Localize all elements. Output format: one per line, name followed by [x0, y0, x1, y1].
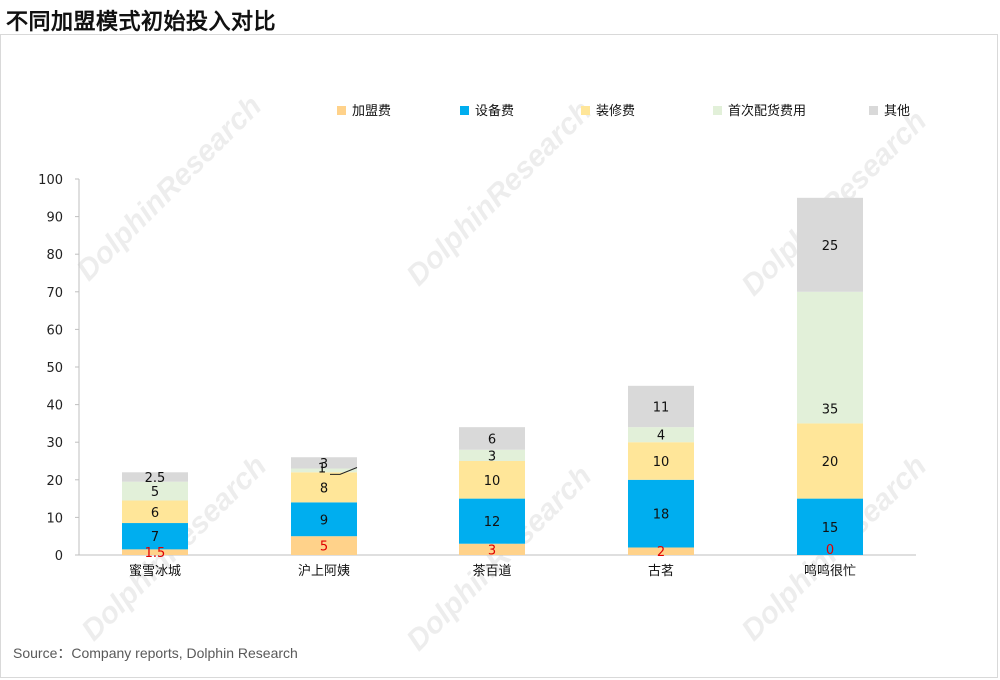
data-label: 6 — [488, 432, 496, 447]
data-label: 10 — [484, 474, 501, 489]
data-label: 25 — [822, 239, 839, 254]
bar-segment — [628, 385, 694, 428]
legend-label: 加盟费 — [352, 104, 391, 119]
bar-segment — [628, 427, 694, 443]
data-label: 7 — [151, 530, 159, 545]
data-label: 8 — [320, 481, 328, 496]
bar-segment — [797, 498, 863, 555]
y-tick-label: 90 — [46, 211, 63, 226]
y-tick-label: 0 — [55, 549, 63, 564]
x-tick-label: 古茗 — [648, 564, 674, 579]
legend-swatch — [337, 106, 346, 115]
bar-segment — [459, 498, 525, 544]
x-tick-label: 蜜雪冰城 — [129, 564, 181, 579]
bar-segment — [459, 461, 525, 499]
bar-segment — [797, 423, 863, 499]
bar-segment — [122, 472, 188, 482]
page-title: 不同加盟模式初始投入对比 — [6, 10, 277, 35]
legend: 加盟费 设备费 装修费 首次配货费用 其他 — [337, 103, 910, 119]
legend-label: 设备费 — [475, 103, 514, 119]
y-tick-label: 30 — [46, 436, 63, 451]
bar-segment — [122, 500, 188, 524]
bar-segment — [459, 543, 525, 555]
bar-segment — [291, 502, 357, 537]
data-label: 35 — [822, 402, 839, 417]
data-label: 2.5 — [145, 471, 166, 486]
legend-swatch — [713, 106, 722, 115]
y-tick-label: 40 — [46, 399, 63, 414]
y-tick-label: 70 — [46, 286, 63, 301]
x-tick-label: 沪上阿姨 — [298, 563, 350, 579]
y-tick-label: 60 — [46, 323, 63, 338]
bar-segment — [291, 472, 357, 503]
data-label: 15 — [822, 521, 839, 536]
bar-segment — [291, 536, 357, 555]
bar-segment — [628, 442, 694, 480]
data-label: 9 — [320, 513, 328, 528]
data-label: 3 — [320, 457, 328, 472]
data-label: 2 — [657, 545, 665, 560]
data-label: 18 — [653, 508, 670, 523]
data-label: 20 — [822, 455, 839, 470]
legend-swatch — [581, 106, 590, 115]
legend-label: 首次配货费用 — [728, 103, 806, 119]
stacked-bar-chart: DolphinResearch DolphinResearchDolphinRes… — [38, 89, 933, 657]
bar-segment — [291, 457, 357, 469]
bar-segment — [122, 481, 188, 501]
x-tick-label: 鸣鸣很忙 — [804, 563, 856, 579]
legend-swatch — [869, 106, 878, 115]
data-label: 1 — [318, 461, 326, 476]
chart-frame: DolphinResearch DolphinResearch DolphinRes… — [0, 34, 998, 678]
data-label: 4 — [657, 429, 665, 444]
legend-swatch — [460, 106, 469, 115]
leader-line — [330, 467, 358, 475]
bar-segment — [291, 468, 357, 473]
y-tick-label: 80 — [46, 248, 63, 263]
y-tick-label: 50 — [46, 361, 63, 376]
bar-segment — [459, 427, 525, 450]
bar-segment — [459, 449, 525, 461]
legend-label: 其他 — [884, 104, 910, 119]
data-label: 3 — [488, 449, 496, 464]
data-label: 0 — [826, 543, 834, 558]
y-tick-label: 10 — [46, 511, 63, 526]
bar-segment — [628, 479, 694, 548]
y-tick-label: 20 — [46, 474, 63, 489]
data-label: 5 — [320, 540, 328, 555]
watermark-text: DolphinResearch — [400, 94, 598, 292]
source-note: Source：Company reports, Dolphin Research — [13, 645, 298, 661]
bar-segment — [122, 549, 188, 555]
legend-label: 装修费 — [596, 104, 635, 119]
data-label: 11 — [653, 400, 670, 415]
bars-layer — [122, 197, 863, 555]
x-tick-label: 茶百道 — [472, 563, 511, 579]
bar-segment — [628, 547, 694, 555]
data-label: 3 — [488, 543, 496, 558]
data-label: 5 — [151, 485, 159, 500]
data-label: 1.5 — [145, 546, 166, 561]
bar-segment — [797, 291, 863, 424]
data-label: 12 — [484, 515, 501, 530]
bar-segment — [797, 197, 863, 292]
watermark-text: DolphinResearch — [70, 89, 268, 287]
y-tick-label: 100 — [38, 173, 63, 188]
bar-segment — [122, 523, 188, 550]
data-label: 6 — [151, 506, 159, 521]
data-label: 10 — [653, 455, 670, 470]
